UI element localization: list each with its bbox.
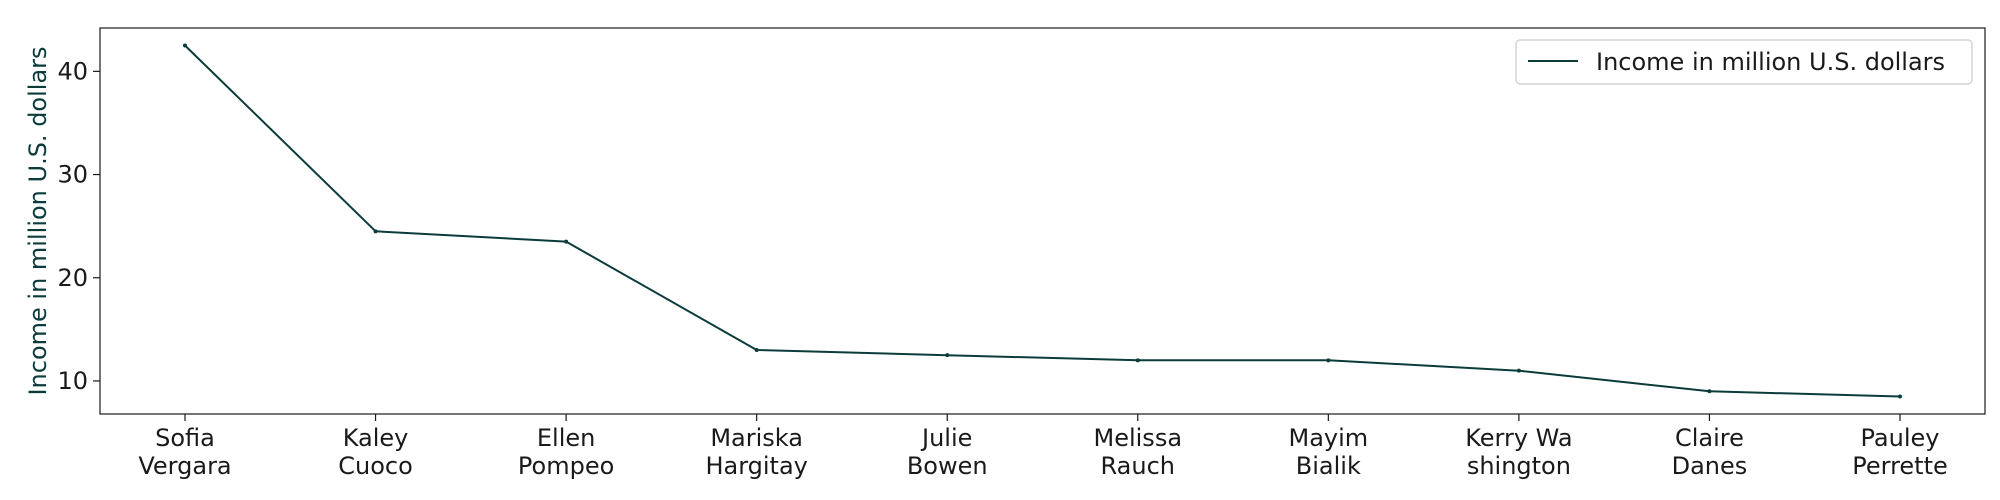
data-point	[754, 348, 759, 353]
y-tick-label: 10	[57, 367, 88, 395]
x-tick-label: Hargitay	[705, 452, 807, 480]
x-tick-label: Claire	[1675, 424, 1744, 452]
data-point	[1898, 394, 1902, 399]
x-tick-label: Pauley	[1861, 424, 1940, 452]
x-tick-label: Vergara	[138, 452, 231, 480]
data-point	[1707, 389, 1712, 394]
data-point	[564, 239, 569, 244]
y-axis: 10 20 30 40	[57, 57, 100, 395]
x-tick-label: Julie	[920, 424, 972, 452]
x-tick-label: Pompeo	[518, 452, 614, 480]
x-tick-label: Kaley	[343, 424, 409, 452]
x-tick-label: shington	[1467, 452, 1571, 480]
data-point	[945, 353, 950, 358]
y-tick-label: 20	[57, 264, 88, 292]
x-tick-label: Ellen	[537, 424, 595, 452]
x-tick-label: Danes	[1672, 452, 1748, 480]
x-tick-label: Bowen	[907, 452, 988, 480]
data-point	[183, 43, 187, 48]
x-tick-label: Kerry Wa	[1465, 424, 1572, 452]
x-tick-label: Melissa	[1094, 424, 1183, 452]
x-tick-label: Perrette	[1852, 452, 1948, 480]
x-tick-label: Cuoco	[338, 452, 413, 480]
x-tick-label: Mayim	[1288, 424, 1368, 452]
x-tick-label: Sofia	[155, 424, 215, 452]
legend-label: Income in million U.S. dollars	[1596, 48, 1945, 76]
data-point	[373, 229, 378, 234]
x-tick-label: Bialik	[1296, 452, 1361, 480]
y-tick-label: 30	[57, 161, 88, 189]
legend: Income in million U.S. dollars	[1515, 39, 1973, 85]
legend-box	[1515, 39, 1973, 85]
data-point	[1326, 358, 1331, 363]
x-tick-label: Mariska	[710, 424, 803, 452]
plot-frame	[99, 27, 1986, 415]
series-line	[184, 44, 1901, 398]
y-tick-label: 40	[57, 57, 88, 85]
series-layer	[183, 43, 1902, 399]
data-point	[1135, 358, 1140, 363]
data-point	[1516, 368, 1521, 373]
x-tick-label: Rauch	[1101, 452, 1175, 480]
y-axis-title: Income in million U.S. dollars	[24, 46, 52, 395]
